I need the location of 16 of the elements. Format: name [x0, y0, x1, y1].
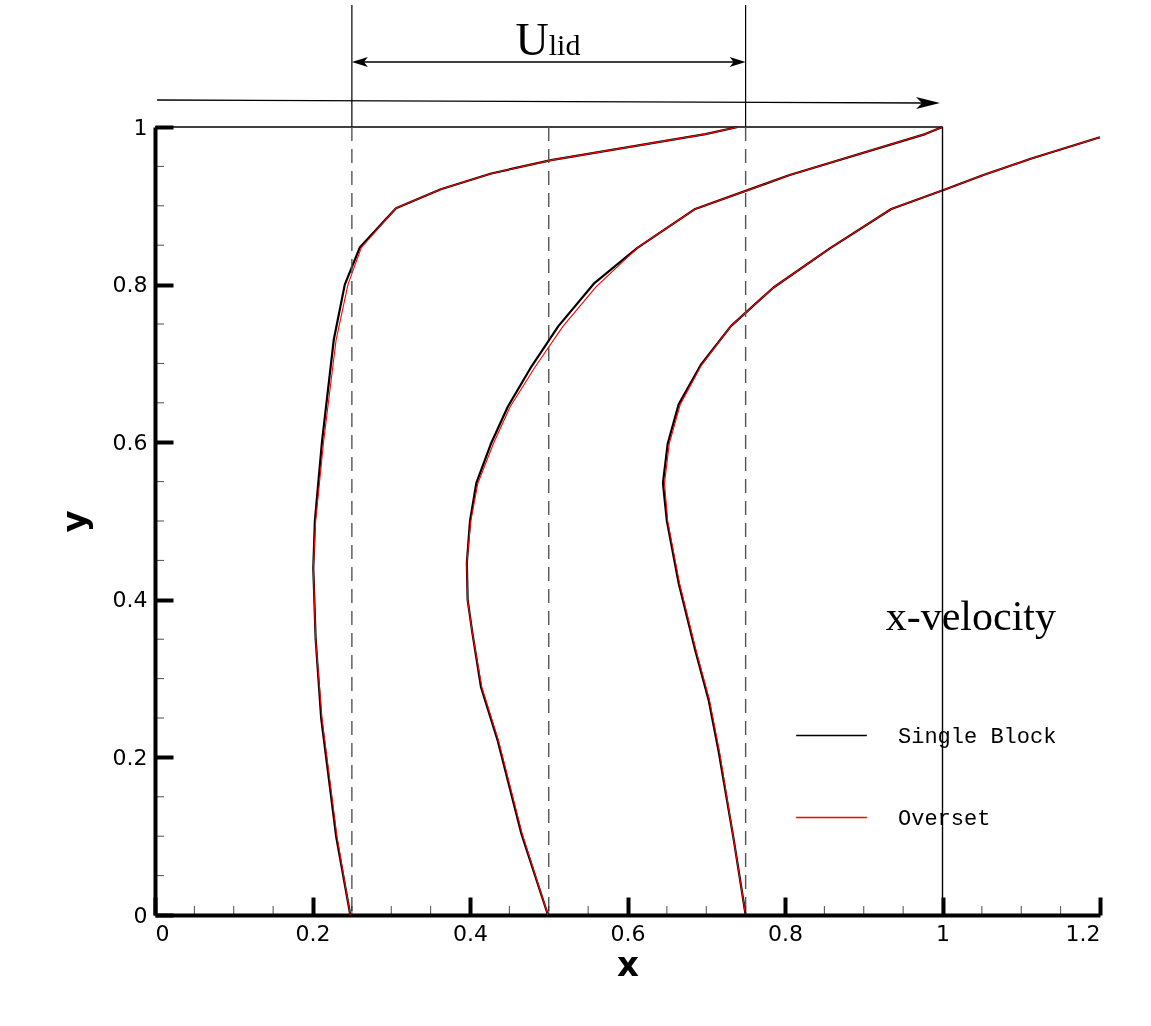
- y-tick-label: 0.6: [112, 429, 148, 455]
- x-tick-label: 1.2: [1065, 920, 1101, 946]
- y-axis-title: y: [53, 510, 94, 533]
- text: Ulid: [515, 14, 581, 65]
- x-tick-label: 0.4: [453, 920, 488, 946]
- y-tick-label: 0.4: [112, 587, 148, 613]
- y-tick-label: 0.2: [112, 744, 148, 770]
- y-tick-label: 0.8: [112, 272, 148, 298]
- x-tick-label: 0.8: [768, 920, 803, 946]
- x-tick-label: 1: [936, 920, 950, 946]
- x-tick-label: 0.2: [295, 920, 331, 946]
- x-tick-label: 0: [155, 920, 170, 946]
- x-tick-label: 0.6: [610, 920, 646, 946]
- y-tick-label: 1: [133, 114, 148, 140]
- x-axis-title: x: [617, 943, 640, 984]
- y-tick-label: 0: [133, 902, 148, 928]
